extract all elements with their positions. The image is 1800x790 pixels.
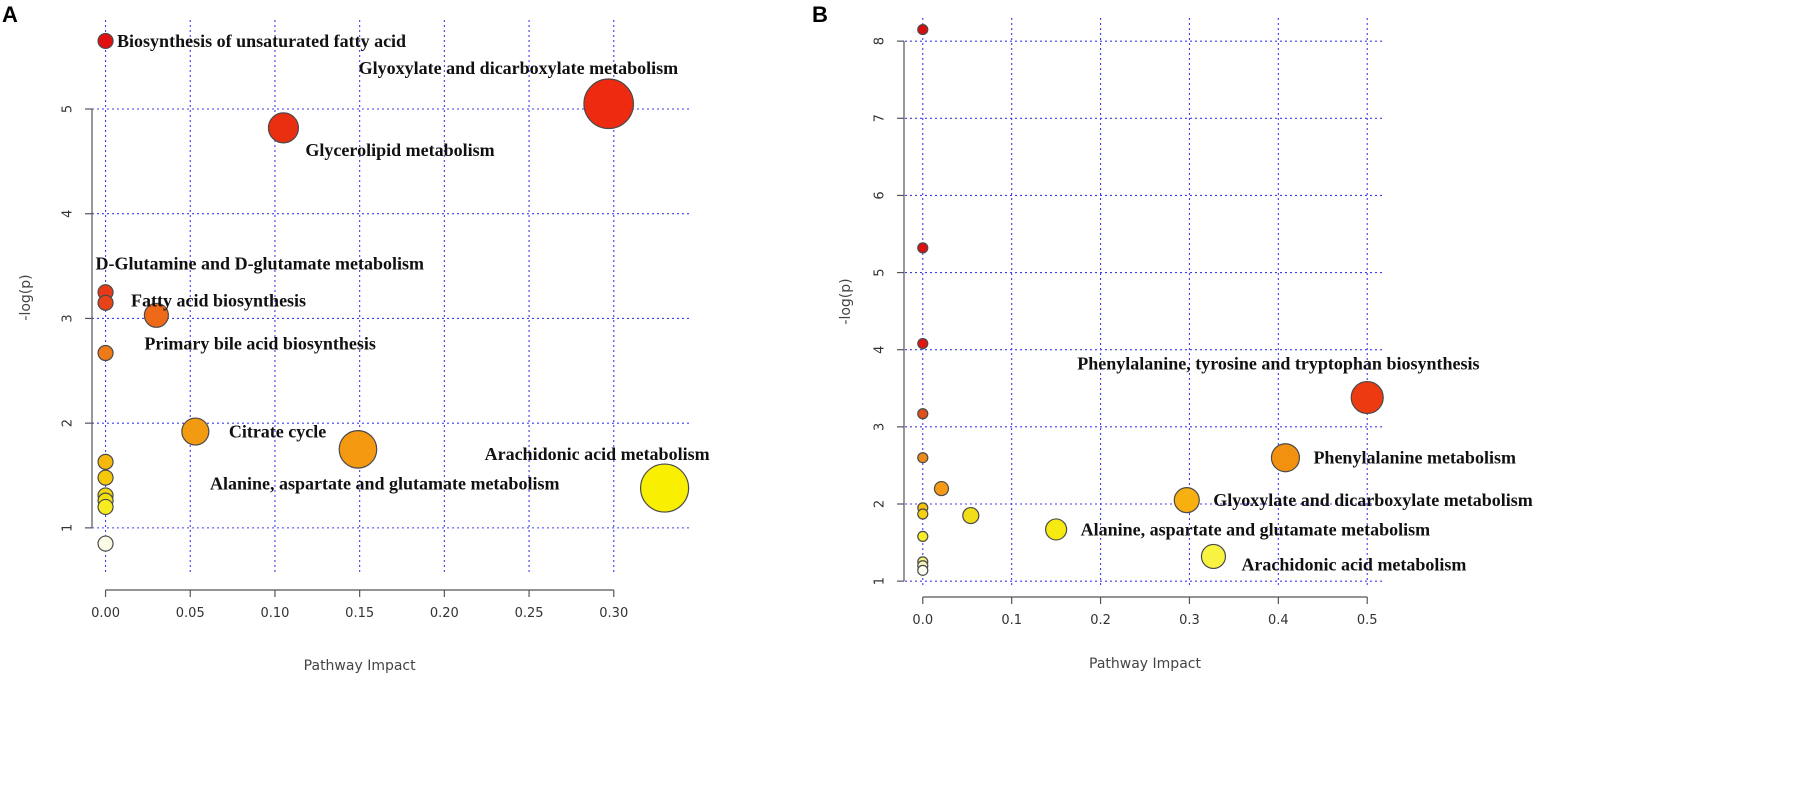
bubble-point — [917, 23, 929, 36]
point-label: Glycerolipid metabolism — [305, 140, 494, 160]
bubble-point — [917, 452, 929, 464]
y-tick-label: 2 — [873, 500, 888, 508]
point-label: Phenylalanine metabolism — [1313, 448, 1516, 468]
point-label: Alanine, aspartate and glutamate metabol… — [1081, 519, 1431, 539]
bubble-point — [97, 469, 114, 486]
bubble-point — [143, 302, 169, 328]
bubble-point — [917, 564, 929, 576]
x-tick-label: 0.25 — [515, 606, 544, 621]
x-tick-label: 0.4 — [1268, 613, 1289, 628]
point-label: Arachidonic acid metabolism — [1241, 554, 1466, 574]
y-tick-label: 5 — [61, 105, 76, 113]
bubble-point — [97, 294, 114, 311]
x-tick-label: 0.20 — [430, 606, 459, 621]
point-label: Fatty acid biosynthesis — [131, 291, 306, 311]
y-tick-label: 6 — [873, 191, 888, 199]
bubble-point — [267, 112, 300, 144]
point-label: Glyoxylate and dicarboxylate metabolism — [359, 58, 678, 78]
x-tick-label: 0.30 — [599, 606, 628, 621]
bubble-point — [933, 480, 950, 497]
bubble-point — [639, 463, 690, 513]
y-tick-label: 3 — [873, 423, 888, 431]
point-label: D-Glutamine and D-glutamate metabolism — [96, 253, 424, 273]
y-tick-label: 1 — [873, 577, 888, 585]
bubble-point — [917, 242, 929, 254]
bubble-point — [97, 535, 114, 552]
y-tick-label: 8 — [873, 37, 888, 45]
bubble-point — [917, 508, 929, 520]
x-tick-label: 0.00 — [91, 606, 120, 621]
y-axis-title: -log(p) — [18, 274, 34, 320]
y-axis-title: -log(p) — [838, 278, 854, 324]
bubble-point — [917, 337, 929, 350]
bubble-point — [338, 429, 378, 469]
panel-letter-a: A — [2, 2, 18, 27]
bubble-point — [97, 498, 114, 516]
x-tick-label: 0.05 — [176, 606, 205, 621]
x-tick-label: 0.1 — [1001, 613, 1022, 628]
point-label: Arachidonic acid metabolism — [485, 444, 710, 464]
panel-letter-b: B — [812, 2, 828, 27]
x-axis-title: Pathway Impact — [304, 658, 416, 674]
x-axis-title: Pathway Impact — [1089, 656, 1201, 672]
y-tick-label: 2 — [61, 419, 76, 427]
point-label: Phenylalanine, tyrosine and tryptophan b… — [1077, 354, 1479, 374]
y-tick-label: 7 — [873, 114, 888, 122]
y-tick-label: 4 — [61, 210, 76, 218]
x-tick-label: 0.3 — [1179, 613, 1200, 628]
bubble-point — [583, 78, 635, 130]
panel-b-chart: 0.0 0.1 0.2 0.3 0.4 0.5 1 2 3 4 5 6 7 8 Pathway Impact… — [838, 18, 1533, 672]
bubble-point — [1173, 487, 1200, 514]
bubble-point — [1045, 518, 1068, 541]
point-label: Glyoxylate and dicarboxylate metabolism — [1213, 490, 1532, 510]
point-label: Primary bile acid biosynthesis — [144, 333, 376, 353]
y-tick-label: 3 — [61, 314, 76, 322]
x-tick-label: 0.5 — [1357, 613, 1378, 628]
bubble-point — [97, 453, 114, 471]
x-tick-label: 0.10 — [260, 606, 289, 621]
bubble-point — [1200, 543, 1227, 570]
y-tick-label: 5 — [873, 268, 888, 276]
y-tick-label: 1 — [61, 524, 76, 532]
panel-a-chart: 0.00 0.05 0.10 0.15 0.20 0.25 0.30 1 2 3 4 5 Pathway… — [18, 20, 710, 674]
bubble-point — [917, 408, 929, 420]
bubble-point — [97, 32, 114, 50]
bubble-point — [962, 506, 980, 525]
y-tick-label: 4 — [873, 346, 888, 354]
point-label: Biosynthesis of unsaturated fatty acid — [117, 31, 406, 51]
bubble-point — [917, 530, 929, 543]
point-label: Alanine, aspartate and glutamate metabol… — [210, 473, 560, 493]
bubble-point — [181, 417, 210, 446]
bubble-point — [1350, 380, 1384, 415]
x-tick-label: 0.2 — [1090, 613, 1111, 628]
bubble-point — [97, 344, 114, 362]
point-label: Citrate cycle — [229, 422, 326, 442]
x-tick-label: 0.0 — [912, 613, 933, 628]
bubble-point — [1270, 443, 1301, 473]
x-tick-label: 0.15 — [345, 606, 374, 621]
